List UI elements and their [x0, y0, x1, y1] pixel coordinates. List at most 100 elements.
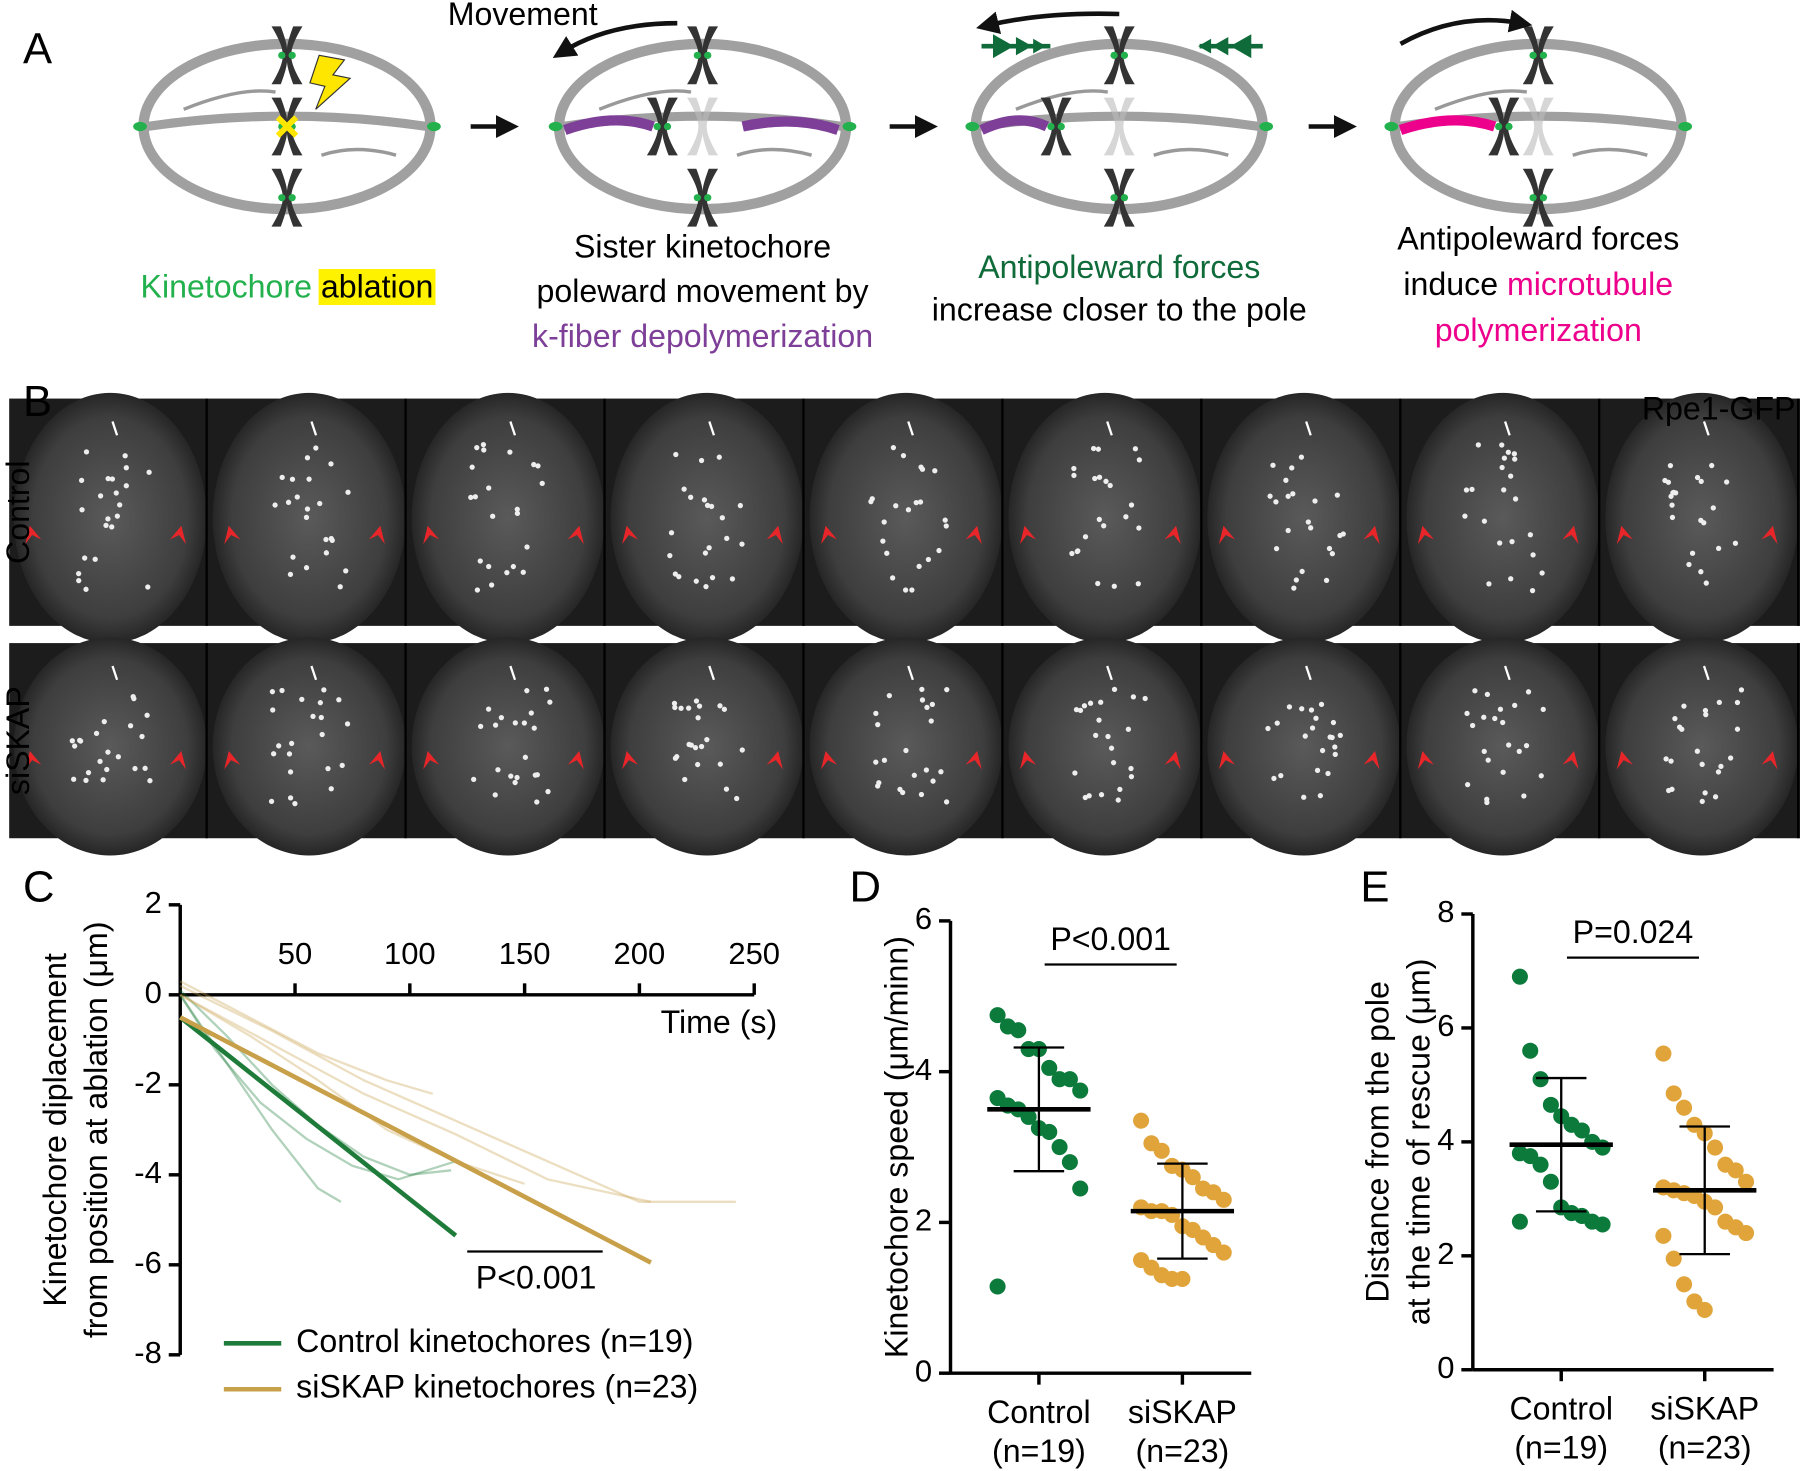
- kinetochore-spot: [703, 583, 709, 590]
- cell: [411, 637, 605, 856]
- y-tick-label: -6: [134, 1245, 162, 1280]
- kinetochore-spot: [1299, 568, 1305, 575]
- kinetochore-spot: [524, 544, 530, 550]
- kinetochore-spot: [103, 522, 109, 528]
- kinetochore-spot: [323, 550, 330, 556]
- kinetochore-spot: [1732, 540, 1739, 546]
- kinetochore-spot: [938, 769, 944, 775]
- kinetochore-spot: [681, 486, 687, 492]
- kinetochore-spot: [469, 464, 475, 470]
- kinetochore-spot: [109, 524, 115, 530]
- kinetochore-spot: [304, 506, 311, 512]
- kinetochore-spot: [1511, 451, 1518, 457]
- kinetochore-spot: [716, 454, 722, 460]
- kinetochore-spot: [146, 469, 152, 475]
- kinetochore-spot: [723, 786, 730, 792]
- kinetochore-spot: [339, 762, 345, 769]
- kinetochore-spot: [1069, 550, 1075, 557]
- pole-arrow: [1218, 750, 1235, 770]
- kinetochore-tick: [1504, 665, 1511, 681]
- x-tick-label: siSKAP: [1650, 1391, 1759, 1427]
- x-tick-label: 200: [614, 936, 666, 971]
- y-axis-label: at the time of rescue (μm): [1401, 959, 1437, 1326]
- kinetochore-spot: [1694, 748, 1700, 754]
- kinetochore-spot: [1669, 502, 1675, 508]
- kinetochore-spot: [471, 776, 477, 783]
- kinetochore-spot: [328, 461, 334, 467]
- caption-text: k-fiber depolymerization: [532, 318, 873, 354]
- kinetochore-spot: [1538, 773, 1544, 779]
- y-tick-label: 2: [145, 885, 162, 920]
- pole: [427, 121, 441, 132]
- data-point: [1215, 1191, 1232, 1208]
- kinetochore-spot: [289, 476, 296, 482]
- trace-line: [179, 993, 652, 1203]
- force-arrowhead: [992, 34, 1014, 59]
- data-point: [1020, 1108, 1037, 1125]
- kinetochore-spot: [1709, 462, 1715, 469]
- kinetochore-spot: [492, 792, 498, 798]
- kinetochore-spot: [944, 686, 950, 693]
- kinetochore-spot: [1075, 548, 1081, 554]
- kinetochore-spot: [890, 445, 897, 451]
- kinetochore-spot: [919, 697, 926, 703]
- spindle: [133, 26, 441, 227]
- kinetochore-spot: [1093, 732, 1099, 738]
- kinetochore-spot: [876, 780, 882, 786]
- cell: [1406, 637, 1600, 856]
- kinetochore-spot: [1090, 445, 1097, 452]
- y-axis-label: from position at ablation (μm): [78, 921, 114, 1338]
- kinetochore-spot: [1499, 442, 1505, 448]
- kinetochore-spot: [1142, 695, 1148, 702]
- kinetochore-spot: [676, 573, 682, 580]
- pole-arrow: [1761, 750, 1778, 770]
- kinetochore-spot: [288, 740, 295, 747]
- pole-arrow: [821, 750, 838, 770]
- kinetochore-spot: [1499, 464, 1505, 471]
- cell: [1406, 392, 1600, 644]
- kinetochore-spot: [97, 493, 104, 499]
- data-point: [1655, 1227, 1672, 1244]
- kinetochore-spot: [1509, 538, 1515, 545]
- kinetochore-spot: [1317, 793, 1324, 799]
- caption: induce microtubule: [1403, 267, 1673, 303]
- data-point: [1738, 1224, 1755, 1242]
- pole: [133, 121, 147, 132]
- kinetochore-spot: [943, 799, 950, 805]
- kinetochore-spot: [682, 776, 688, 783]
- data-point: [1061, 1071, 1078, 1088]
- kinetochore-spot: [693, 578, 699, 584]
- kinetochore-spot: [1136, 525, 1142, 531]
- cell: [610, 637, 804, 856]
- trace-line: [179, 994, 457, 1181]
- kinetochore-spot: [913, 499, 919, 506]
- data-point: [1594, 1216, 1611, 1233]
- kinetochore-spot: [1329, 551, 1335, 557]
- kinetochore-spot: [279, 687, 285, 694]
- kinetochore-spot: [1523, 742, 1530, 749]
- kinetochore-spot: [695, 761, 701, 768]
- kinetochore-spot: [100, 777, 106, 783]
- pole-arrow: [1164, 525, 1181, 545]
- kinetochore-tick: [708, 421, 716, 436]
- kinetochore-spot: [1663, 756, 1669, 762]
- kinetochore-tick: [1106, 421, 1113, 436]
- kinetochore-spot: [69, 738, 75, 744]
- kinetochore-spot: [545, 788, 551, 795]
- pole: [1384, 121, 1399, 132]
- laser-bolt: [309, 54, 352, 110]
- pole-arrow: [169, 525, 186, 545]
- kinetochore-spot: [1670, 490, 1676, 496]
- kinetochore-spot: [1103, 478, 1109, 484]
- ghost-chromosome: [687, 97, 719, 156]
- kinetochore-spot: [522, 754, 529, 760]
- caption-text: polymerization: [1435, 313, 1642, 349]
- kinetochore-spot: [481, 447, 487, 453]
- kinetochore-spot: [144, 712, 150, 718]
- data-point: [1696, 1301, 1713, 1318]
- kinetochore-spot: [1472, 688, 1478, 694]
- kinetochore-spot: [1323, 577, 1330, 583]
- kinetochore-spot: [113, 490, 119, 496]
- kinetochore-spot: [1128, 765, 1134, 772]
- kinetochore-spot: [889, 575, 896, 581]
